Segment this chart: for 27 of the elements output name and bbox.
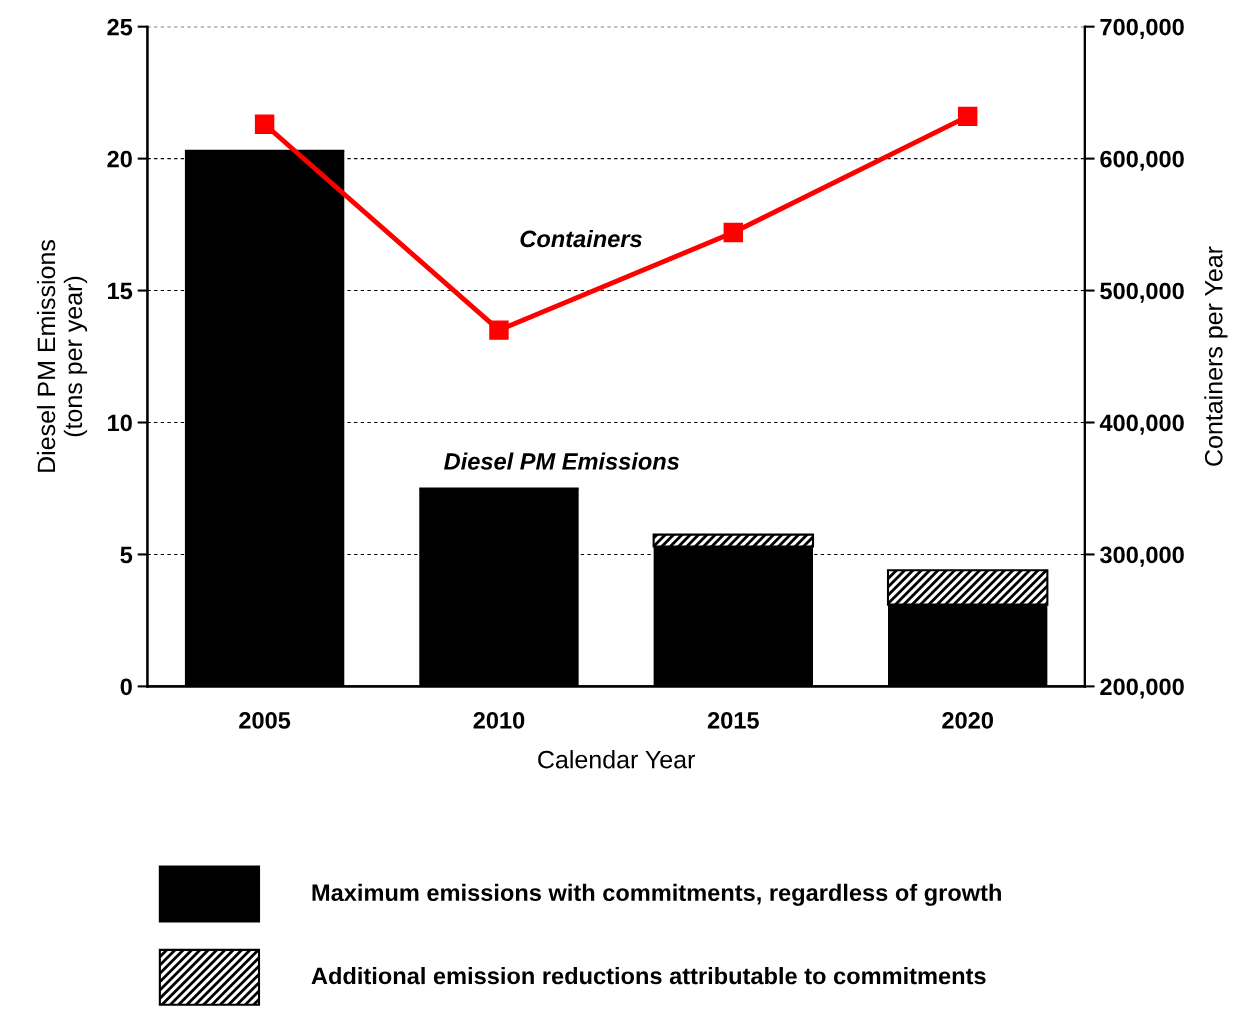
point [254,114,275,135]
y2-tick-label: 700,000 [1100,18,1184,39]
series-label: Containers [520,229,642,248]
x-axis-title: Calendar Year [538,750,695,769]
y-tick-label: 20 [107,150,132,168]
legend-label: Maximum emissions with commitments, regardless of growth [312,883,1001,906]
y-tick-label: 25 [107,18,133,36]
x-tick-label: 2010 [473,712,525,729]
legend-label: Additional emission reductions attributable to commitments [311,966,986,985]
x-tick-label: 2020 [942,712,993,729]
annotation: Diesel PM Emissions [444,452,680,470]
y-tick-label: 15 [108,282,133,300]
y-tick-label: 0 [120,678,132,696]
point [723,222,744,243]
y2-axis-title: Containers per Year [1204,246,1228,466]
x-tick-label: 2005 [239,712,291,729]
point [957,106,978,127]
y2-tick-label: 400,000 [1099,414,1184,435]
y-tick-label: 5 [120,546,133,564]
y2-tick-label: 600,000 [1100,150,1184,171]
y2-tick-label: 500,000 [1100,282,1184,303]
y-tick-label: 10 [108,414,132,432]
x-tick-label: 2015 [707,712,759,729]
y2-tick-label: 300,000 [1099,546,1184,567]
y2-tick-label: 200,000 [1100,678,1184,699]
y-axis-title: Diesel PM Emissions (tons per year) [36,240,88,472]
point [489,320,509,340]
